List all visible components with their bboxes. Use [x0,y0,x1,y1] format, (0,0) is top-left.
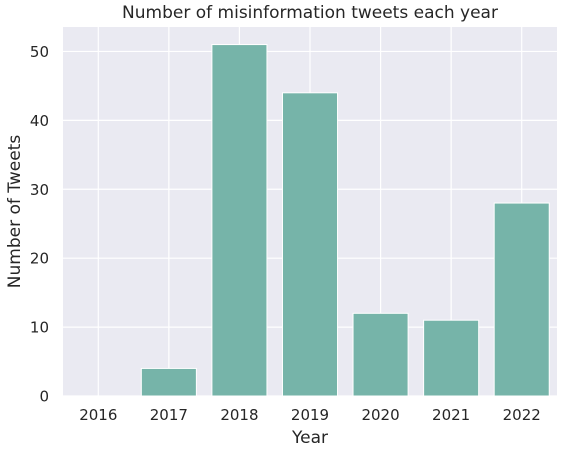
x-tick-label: 2022 [503,406,541,424]
bar-2021 [423,319,480,397]
y-axis-ticks: 0 10 20 30 40 50 [30,43,49,406]
y-tick-label: 0 [39,388,49,406]
bar-2022 [493,202,550,397]
bar-2019 [281,92,339,397]
x-axis-ticks: 2016 2017 2018 2019 2020 2021 2022 [79,406,541,424]
x-tick-label: 2020 [361,406,399,424]
y-tick-label: 30 [30,181,49,199]
x-tick-label: 2018 [220,406,258,424]
bars [140,44,550,397]
chart-title: Number of misinformation tweets each yea… [122,3,498,23]
x-tick-label: 2017 [150,406,188,424]
x-tick-label: 2021 [432,406,470,424]
bar-2017 [140,367,197,397]
y-tick-label: 20 [30,250,49,268]
x-tick-label: 2019 [291,406,329,424]
y-tick-label: 40 [30,112,49,130]
bar-2018 [211,44,268,397]
bar-2020 [352,312,409,397]
y-tick-label: 10 [30,319,49,337]
y-tick-label: 50 [30,43,49,61]
y-axis-label: Number of Tweets [5,135,25,289]
x-tick-label: 2016 [79,406,117,424]
x-axis-label: Year [291,428,328,448]
